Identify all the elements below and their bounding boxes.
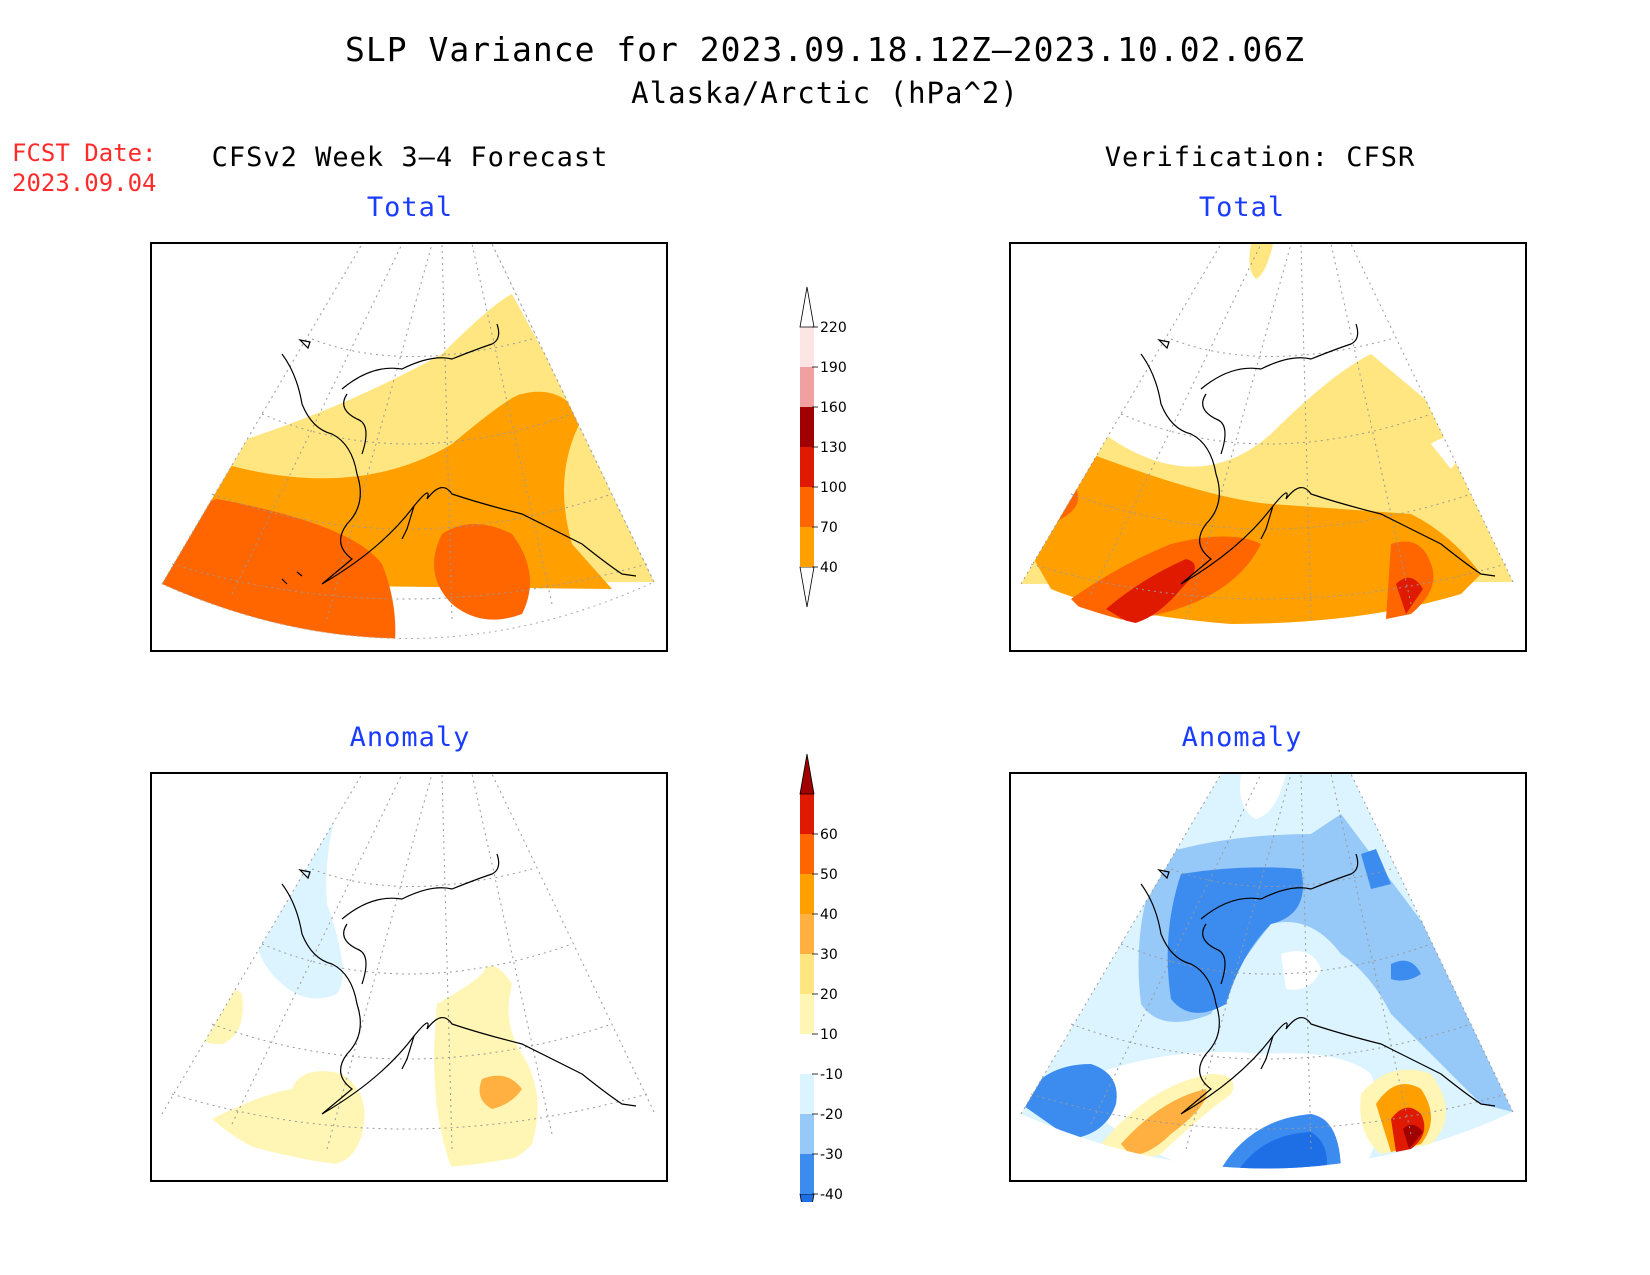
verification-total-map	[1009, 242, 1527, 652]
contour-20-30-west	[1051, 994, 1081, 1020]
anomaly-colorbar-label: -10	[820, 1067, 843, 1083]
contour-10-20-southwest	[212, 1071, 365, 1166]
anomaly-colorbar-box	[800, 874, 814, 914]
coastline	[281, 853, 637, 1115]
anomaly-colorbar-box	[800, 834, 814, 874]
contour-neg30-neg40	[1167, 867, 1303, 1013]
forecast-total-map	[150, 242, 668, 652]
forecast-total-title: Total	[366, 192, 454, 223]
fcst-date-label: FCST Date:	[12, 139, 157, 167]
figure-title: SLP Variance for 2023.09.18.12Z–2023.10.…	[345, 30, 1305, 69]
total-colorbar-label: 130	[820, 440, 847, 456]
anomaly-colorbar-box	[800, 1114, 814, 1154]
graticule	[161, 774, 655, 1150]
coastline	[1140, 853, 1496, 1115]
anomaly-colorbar-box	[800, 1154, 814, 1194]
anomaly-colorbar-box	[800, 1074, 814, 1114]
anomaly-colorbar-label: 20	[820, 987, 838, 1003]
contour-neg30-southwest	[1021, 1064, 1117, 1139]
figure-subtitle: Alaska/Arctic (hPa^2)	[631, 76, 1019, 110]
total-colorbar-bottom-arrow	[799, 566, 815, 608]
contour-40-50-west	[1059, 1002, 1071, 1014]
total-colorbar: 40 70 100 130 160 190 220	[790, 282, 900, 612]
anomaly-colorbar-box	[800, 994, 814, 1034]
forecast-anomaly-title: Anomaly	[349, 722, 471, 753]
anomaly-colorbar-label: 30	[820, 947, 838, 963]
contour-130-160-east	[1396, 577, 1423, 614]
verification-anomaly-title: Anomaly	[1181, 722, 1303, 753]
total-colorbar-label: 160	[820, 400, 847, 416]
anomaly-colorbar-label: -30	[820, 1147, 843, 1163]
verification-total-title: Total	[1198, 192, 1286, 223]
total-colorbar-label: 220	[820, 320, 847, 336]
anomaly-colorbar: -40 -30 -20 -10 10 20 30 40 50 60	[790, 752, 900, 1235]
total-colorbar-label: 100	[820, 480, 847, 496]
forecast-column-title: CFSv2 Week 3–4 Forecast	[211, 142, 609, 173]
anomaly-colorbar-box	[800, 794, 814, 834]
total-colorbar-box	[800, 527, 814, 567]
total-colorbar-label: 190	[820, 360, 847, 376]
contour-20-30	[479, 1075, 522, 1109]
anomaly-colorbar-label: 40	[820, 907, 838, 923]
verification-anomaly-map	[1009, 772, 1527, 1182]
verification-column-title: Verification: CFSR	[1104, 142, 1416, 173]
total-colorbar-label: 40	[820, 560, 838, 576]
contour-40-70-north	[1249, 244, 1273, 279]
anomaly-colorbar-label: -20	[820, 1107, 843, 1123]
total-colorbar-box	[800, 447, 814, 487]
anomaly-colorbar-label: 10	[820, 1027, 838, 1043]
fcst-date-value: 2023.09.04	[12, 169, 157, 197]
anomaly-colorbar-label: 60	[820, 827, 838, 843]
anomaly-colorbar-top-arrow	[799, 753, 815, 795]
contour-neg30-northeast	[1361, 849, 1391, 889]
contour-10-20-gulf	[434, 966, 538, 1169]
contour-white-center	[1281, 951, 1321, 990]
contour-white-north	[1240, 774, 1286, 819]
contour-above-60-east	[1403, 1124, 1423, 1149]
total-colorbar-box	[800, 407, 814, 447]
anomaly-colorbar-label: -40	[820, 1187, 843, 1202]
graticule	[1020, 774, 1514, 1150]
fcst-date: FCST Date: 2023.09.04	[12, 138, 157, 198]
total-colorbar-box	[800, 487, 814, 527]
total-colorbar-box	[800, 327, 814, 367]
coastline	[1140, 323, 1496, 585]
coastline	[281, 323, 637, 585]
anomaly-colorbar-bottom-arrow	[799, 1193, 815, 1235]
anomaly-colorbar-box	[800, 914, 814, 954]
contour-130-160	[1106, 559, 1195, 624]
forecast-anomaly-map	[150, 772, 668, 1182]
total-colorbar-box	[800, 367, 814, 407]
anomaly-colorbar-box	[800, 954, 814, 994]
contour-20-40	[1121, 1089, 1207, 1156]
total-colorbar-label: 70	[820, 520, 838, 536]
contour-100-130-gulf	[434, 524, 530, 620]
contour-below-neg40	[1236, 1132, 1327, 1169]
anomaly-colorbar-box	[800, 1034, 814, 1074]
anomaly-colorbar-label: 50	[820, 867, 838, 883]
total-colorbar-top-arrow	[799, 286, 815, 328]
contour-neg30-east	[1391, 960, 1421, 981]
